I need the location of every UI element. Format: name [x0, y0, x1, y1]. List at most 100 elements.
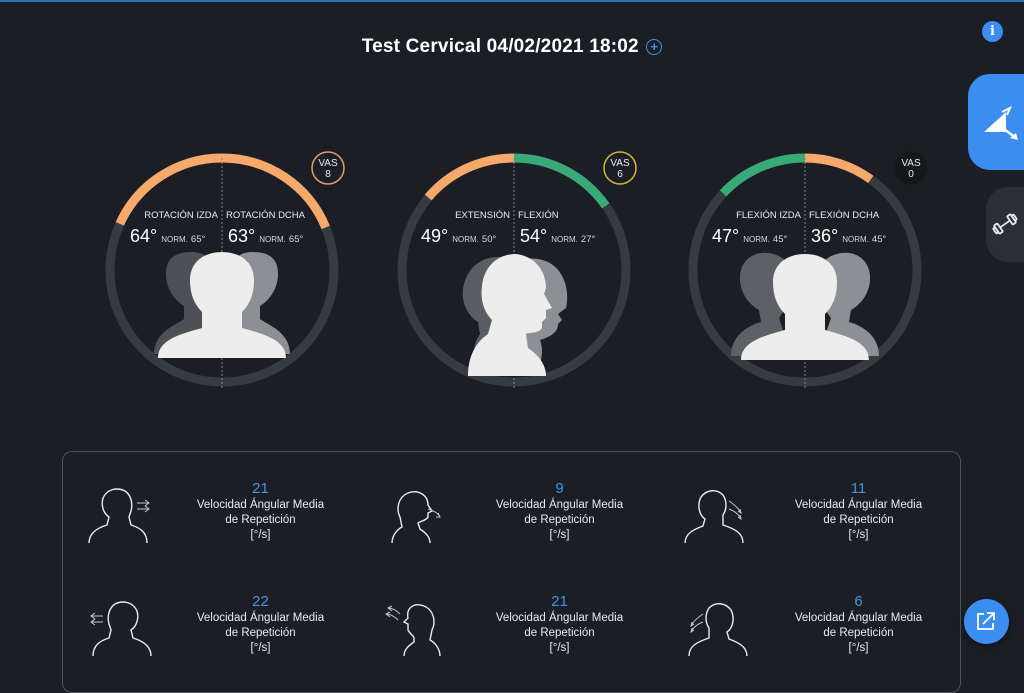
tab-exercises[interactable]: [986, 187, 1024, 262]
dumbbell-icon: [992, 213, 1018, 235]
metric-label-line1: Velocidad Ángular Media: [495, 499, 624, 511]
movement-label-right: ROTACIÓN DCHA: [226, 210, 305, 221]
external-link-icon: [977, 612, 995, 630]
metric-card: 21 Velocidad Ángular Media de Repetición […: [362, 593, 662, 693]
vas-label: VAS: [318, 158, 338, 169]
angle-right: 63°: [228, 226, 256, 246]
metric-label-line2: de Repetición: [524, 514, 595, 526]
head-lateral-flexion-left-icon: [688, 603, 748, 657]
metric-label-line1: Velocidad Ángular Media: [196, 612, 325, 624]
metric-value: 21: [252, 480, 269, 497]
angle-value-right: 54° NORM. 27°: [520, 226, 595, 247]
head-extension-icon: [385, 604, 441, 657]
vas-badge-ring: [311, 151, 345, 185]
norm-label: NORM.: [259, 235, 286, 244]
metric-label: Velocidad Ángular Media de Repetición [°/s…: [766, 611, 951, 656]
vas-value: 8: [325, 169, 331, 180]
norm-value: 27°: [580, 234, 596, 245]
norm-label: NORM.: [842, 235, 869, 244]
gauge-arc-right: [804, 153, 874, 184]
metric-label: Velocidad Ángular Media de Repetición [°/s…: [467, 498, 652, 543]
metric-label-line1: Velocidad Ángular Media: [794, 612, 923, 624]
gauge-arc-right: [513, 153, 610, 209]
metric-label: Velocidad Ángular Media de Repetición [°/s…: [168, 611, 353, 656]
gauge-arc-left: [115, 153, 223, 226]
norm-label: NORM.: [551, 235, 578, 244]
metric-unit: [°/s]: [848, 529, 869, 541]
header: Test Cervical 04/02/2021 18:02 +: [0, 36, 1024, 58]
metric-card: 6 Velocidad Ángular Media de Repetición [°…: [661, 593, 961, 693]
metric-label: Velocidad Ángular Media de Repetición [°/s…: [766, 498, 951, 543]
angle-left: 64°: [130, 226, 158, 246]
gauge-lateral-flexion: VAS 0 FLEXIÓN IZDA FLEXIÓN DCHA 47° NORM.…: [675, 140, 935, 400]
info-icon[interactable]: i: [982, 21, 1003, 42]
vas-label: VAS: [610, 158, 630, 169]
movement-label-right: FLEXIÓN DCHA: [809, 210, 880, 221]
gauge-dial: VAS 6: [397, 151, 637, 390]
vas-badge-ring: [894, 151, 928, 185]
metric-value: 11: [850, 480, 867, 497]
movement-label-left: FLEXIÓN IZDA: [736, 210, 801, 221]
norm-label: NORM.: [161, 235, 188, 244]
metric-card: 22 Velocidad Ángular Media de Repetición […: [63, 593, 363, 693]
metric-value: 9: [555, 480, 564, 497]
norm-label: NORM.: [743, 235, 770, 244]
gauge-arc-right: [221, 153, 330, 230]
norm-value: 65°: [288, 234, 304, 245]
angle-value-left: 64° NORM. 65°: [130, 226, 205, 247]
gauge-flex-ext: VAS 6 EXTENSIÓN FLEXIÓN 49° NORM. 50° 54° N…: [384, 140, 644, 400]
angle-left: 49°: [421, 226, 449, 246]
metric-label-line1: Velocidad Ángular Media: [794, 499, 923, 511]
metric-card: 11 Velocidad Ángular Media de Repetición […: [661, 480, 961, 580]
metric-unit: [°/s]: [848, 642, 869, 654]
metric-unit: [°/s]: [250, 642, 271, 654]
export-button[interactable]: [964, 599, 1009, 644]
head-rotation-right-icon: [88, 488, 150, 544]
metric-label-line2: de Repetición: [225, 627, 296, 639]
angle-right: 36°: [811, 226, 839, 246]
angle-value-left: 47° NORM. 45°: [712, 226, 787, 247]
angle-value-right: 63° NORM. 65°: [228, 226, 303, 247]
head-silhouette-lateral: [731, 252, 879, 360]
gauge-rotation: VAS 8 ROTACIÓN IZDA ROTACIÓN DCHA 64° NOR…: [92, 140, 352, 400]
vas-badge-ring: [603, 151, 637, 185]
norm-value: 45°: [871, 234, 887, 245]
norm-label: NORM.: [452, 235, 479, 244]
head-silhouette-flexion: [462, 254, 568, 376]
metric-value: 6: [854, 593, 863, 610]
angle-value-right: 36° NORM. 45°: [811, 226, 886, 247]
metric-label: Velocidad Ángular Media de Repetición [°/s…: [168, 498, 353, 543]
angle-left: 47°: [712, 226, 740, 246]
metric-card: 21 Velocidad Ángular Media de Repetición […: [63, 480, 363, 580]
metric-card: 9 Velocidad Ángular Media de Repetición [°…: [362, 480, 662, 580]
head-flexion-icon: [391, 491, 441, 544]
head-lateral-flexion-right-icon: [684, 490, 744, 544]
movement-label-right: FLEXIÓN: [518, 210, 559, 221]
vas-value: 0: [908, 169, 914, 180]
norm-value: 65°: [190, 234, 206, 245]
metric-label-line1: Velocidad Ángular Media: [196, 499, 325, 511]
vas-value: 6: [617, 169, 623, 180]
metric-unit: [°/s]: [549, 642, 570, 654]
metric-label-line2: de Repetición: [524, 627, 595, 639]
metric-unit: [°/s]: [549, 529, 570, 541]
plus-circle-icon[interactable]: +: [646, 39, 663, 55]
metric-value: 22: [252, 593, 269, 610]
angular-velocity-panel: 21 Velocidad Ángular Media de Repetición […: [62, 451, 961, 693]
metric-label-line1: Velocidad Ángular Media: [495, 612, 624, 624]
tab-angles[interactable]: [968, 74, 1024, 170]
metric-value: 21: [551, 593, 568, 610]
head-silhouette-rotation: [154, 252, 290, 358]
angle-measure-icon: [984, 105, 1018, 140]
metric-label-line2: de Repetición: [823, 514, 894, 526]
metric-label-line2: de Repetición: [225, 514, 296, 526]
movement-label-left: ROTACIÓN IZDA: [144, 210, 218, 221]
norm-value: 50°: [481, 234, 497, 245]
top-accent-line: [0, 0, 1024, 2]
metric-unit: [°/s]: [250, 529, 271, 541]
vas-badge-fill: [896, 153, 926, 183]
gauge-dial: VAS 0: [688, 151, 928, 390]
movement-label-left: EXTENSIÓN: [455, 210, 510, 221]
page-title: Test Cervical 04/02/2021 18:02: [361, 36, 639, 57]
metric-label-line2: de Repetición: [823, 627, 894, 639]
